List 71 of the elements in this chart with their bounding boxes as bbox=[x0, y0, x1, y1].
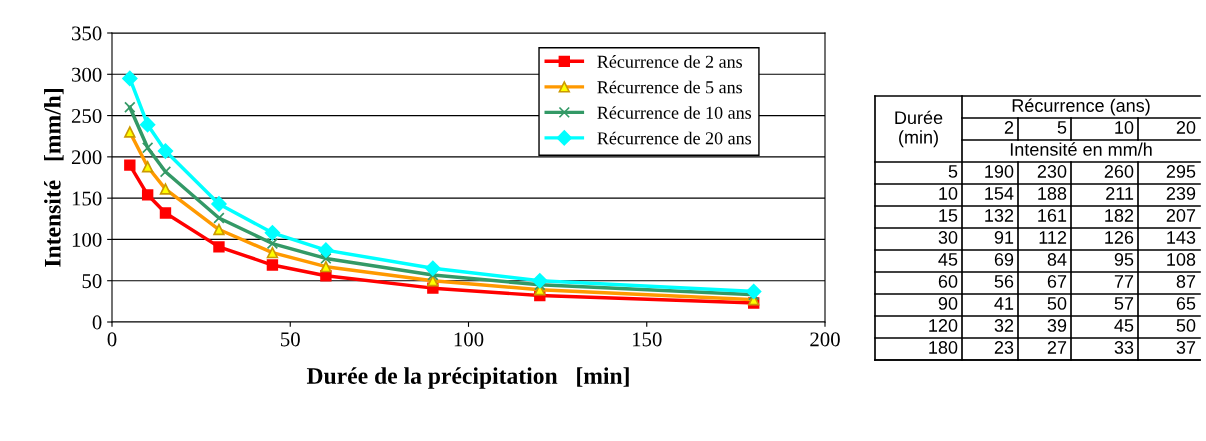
text: 39 bbox=[1047, 319, 1067, 332]
y-tick-label: 0 bbox=[92, 315, 102, 330]
text: 87 bbox=[1176, 275, 1196, 288]
text: 188 bbox=[1038, 187, 1067, 200]
text: 207 bbox=[1166, 209, 1196, 222]
text: 132 bbox=[985, 209, 1014, 222]
text: 95 bbox=[1114, 253, 1134, 266]
text: 67 bbox=[1047, 275, 1067, 288]
text: 69 bbox=[994, 253, 1014, 266]
text: 112 bbox=[1039, 231, 1067, 244]
text: 45 bbox=[938, 253, 958, 266]
x-axis-title: Durée de la précipitation [min] bbox=[306, 367, 629, 389]
text: Durée (min) bbox=[895, 110, 943, 148]
text: 295 bbox=[1166, 165, 1196, 178]
text: 190 bbox=[985, 165, 1014, 178]
text: 182 bbox=[1105, 209, 1134, 222]
text: 20 bbox=[1176, 121, 1196, 134]
text: Intensité en mm/h bbox=[1010, 142, 1152, 156]
y-tick-label: 50 bbox=[82, 274, 102, 289]
text: 91 bbox=[994, 231, 1014, 244]
text: 65 bbox=[1176, 297, 1196, 310]
text: 10 bbox=[1115, 121, 1134, 134]
text: 143 bbox=[1167, 231, 1196, 244]
y-tick-label: 100 bbox=[72, 232, 102, 247]
text: 5 bbox=[1057, 121, 1067, 134]
text: 154 bbox=[985, 187, 1014, 200]
text: 33 bbox=[1114, 341, 1134, 354]
x-tick-label: 150 bbox=[632, 332, 662, 347]
x-tick-label: 50 bbox=[281, 332, 300, 347]
legend-label: Récurrence de 2 ans bbox=[597, 55, 743, 68]
text: 5 bbox=[948, 165, 958, 178]
text: 211 bbox=[1106, 187, 1134, 200]
text: 10 bbox=[939, 187, 958, 200]
text: 126 bbox=[1105, 231, 1134, 244]
text: 30 bbox=[938, 231, 958, 244]
text: 84 bbox=[1047, 253, 1067, 266]
text: 77 bbox=[1114, 275, 1134, 288]
text: 27 bbox=[1047, 341, 1067, 354]
x-tick-label: 0 bbox=[107, 332, 117, 347]
text: 50 bbox=[1176, 319, 1196, 332]
text: 60 bbox=[938, 275, 958, 288]
text: 90 bbox=[938, 297, 958, 310]
y-tick-label: 150 bbox=[72, 191, 102, 206]
text: 120 bbox=[929, 319, 958, 332]
text: 108 bbox=[1167, 253, 1196, 266]
text: 56 bbox=[994, 275, 1014, 288]
legend-label: Récurrence de 20 ans bbox=[597, 131, 752, 145]
text: 41 bbox=[994, 297, 1014, 310]
y-axis-title: Intensité [mm/h] bbox=[44, 89, 64, 267]
x-tick-label: 100 bbox=[454, 332, 484, 347]
text: 180 bbox=[929, 341, 958, 354]
text: 260 bbox=[1104, 165, 1134, 178]
text: 15 bbox=[939, 209, 958, 222]
y-tick-label: 200 bbox=[71, 150, 102, 165]
y-tick-label: 250 bbox=[71, 108, 102, 123]
text: 239 bbox=[1166, 187, 1196, 200]
y-tick-label: 350 bbox=[72, 26, 102, 41]
text: 230 bbox=[1037, 165, 1067, 178]
x-tick-label: 200 bbox=[810, 332, 840, 347]
text: 37 bbox=[1176, 341, 1196, 354]
text: 161 bbox=[1038, 209, 1067, 222]
text: Récurrence (ans) bbox=[1012, 98, 1150, 116]
legend-label: Récurrence de 10 ans bbox=[597, 106, 752, 119]
text: 45 bbox=[1114, 319, 1134, 332]
text: 32 bbox=[994, 319, 1014, 332]
text: 57 bbox=[1114, 297, 1134, 310]
text: 50 bbox=[1047, 297, 1067, 310]
text: 2 bbox=[1004, 121, 1014, 134]
y-tick-label: 300 bbox=[72, 67, 102, 82]
legend-label: Récurrence de 5 ans bbox=[597, 80, 743, 94]
text: 23 bbox=[994, 341, 1014, 354]
